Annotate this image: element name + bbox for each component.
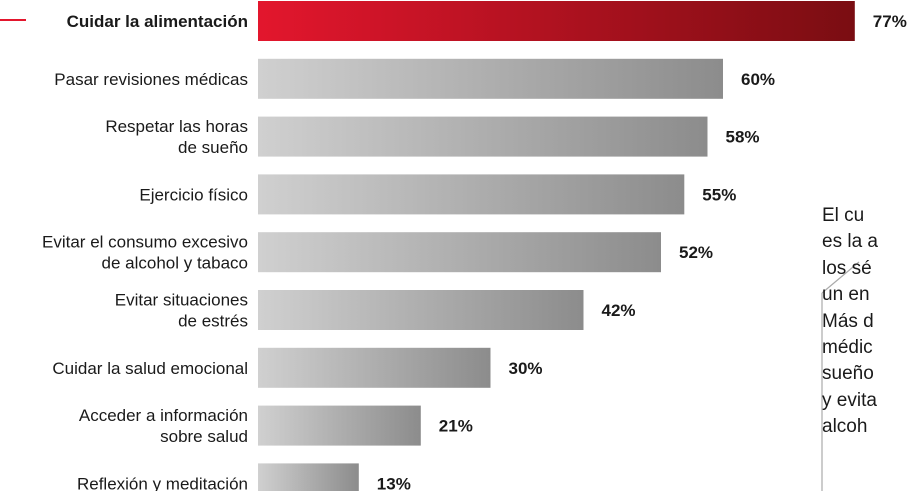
side-note-line: médic <box>822 337 873 359</box>
side-note-line: Más d <box>822 310 874 332</box>
bar <box>258 405 421 446</box>
value-label: 30% <box>509 359 543 378</box>
value-label: 60% <box>741 70 775 89</box>
bar-highlighted <box>258 1 855 41</box>
category-label: de alcohol y tabaco <box>102 254 249 273</box>
bar <box>258 232 661 273</box>
bar <box>258 58 723 99</box>
bar <box>258 347 491 388</box>
category-label: Pasar revisiones médicas <box>54 70 248 89</box>
bar <box>258 290 584 330</box>
side-note-line: sueño <box>822 363 874 385</box>
value-label: 77% <box>873 12 907 31</box>
category-label: de estrés <box>178 312 248 331</box>
category-label: de sueño <box>178 138 248 157</box>
side-note-line: El cu <box>822 205 865 226</box>
value-label: 58% <box>726 128 760 147</box>
bar <box>258 174 685 215</box>
side-note-line: alcoh <box>822 416 868 438</box>
side-note-line: un en <box>822 284 870 306</box>
category-label: Respetar las horas <box>105 117 248 136</box>
value-label: 55% <box>702 185 736 204</box>
value-label: 21% <box>439 417 473 436</box>
category-label: sobre salud <box>160 427 248 446</box>
category-label: Cuidar la salud emocional <box>52 359 248 378</box>
callout-line-diagonal <box>821 261 860 294</box>
value-label: 42% <box>602 301 636 320</box>
category-label: Cuidar la alimentación <box>67 12 248 31</box>
side-note-line: es la a <box>822 231 878 253</box>
bar <box>258 463 359 491</box>
bar <box>258 116 708 157</box>
category-label: Evitar situaciones <box>115 291 248 310</box>
category-label: Reflexión y meditación <box>77 474 248 491</box>
category-label: Acceder a información <box>79 406 248 425</box>
value-label: 52% <box>679 243 713 262</box>
category-label: Ejercicio físico <box>139 185 248 204</box>
side-note-line: y evita <box>822 389 877 411</box>
value-label: 13% <box>377 474 411 491</box>
side-note-line: los sé <box>822 257 872 279</box>
category-label: Evitar el consumo excesivo <box>42 233 248 252</box>
side-note-text: El cu es la a los sé un en Más d médic s… <box>822 203 913 441</box>
